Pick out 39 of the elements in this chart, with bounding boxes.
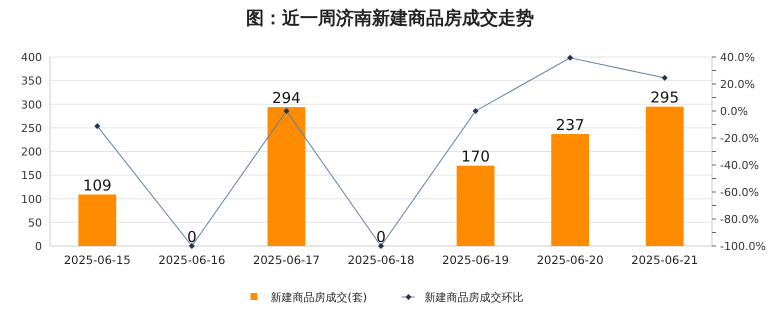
y-tick-label: 50 [28, 216, 42, 230]
x-tick-label: 2025-06-16 [158, 253, 226, 267]
legend-label: 新建商品房成交环比 [424, 291, 524, 304]
data-label: 0 [376, 228, 386, 246]
data-label: 0 [187, 228, 197, 246]
y2-tick-label: 40.0% [720, 51, 755, 64]
y-tick-label: 300 [21, 98, 42, 112]
y-tick-label: 350 [21, 74, 42, 88]
y2-tick-label: 0.0% [720, 105, 748, 118]
bar [78, 194, 116, 246]
y-tick-label: 200 [21, 146, 42, 158]
data-label: 237 [556, 116, 584, 134]
x-tick-label: 2025-06-21 [631, 253, 698, 267]
y2-tick-label: -80.0% [720, 213, 759, 226]
legend-label: 新建商品房成交(套) [270, 291, 368, 304]
x-tick-label: 2025-06-19 [442, 253, 509, 267]
y2-tick-label: -60.0% [720, 186, 759, 199]
y2-tick-label: -20.0% [720, 132, 759, 145]
y-tick-label: 400 [21, 51, 42, 64]
x-tick-label: 2025-06-17 [253, 253, 320, 267]
bar [268, 107, 306, 246]
bar [551, 134, 590, 246]
data-label: 109 [82, 176, 112, 194]
y-tick-label: 0 [35, 240, 42, 253]
x-tick-label: 2025-06-15 [64, 253, 131, 267]
y2-tick-label: -100.0% [720, 240, 766, 253]
y2-tick-label: -40.0% [720, 159, 759, 172]
y-tick-label: 250 [21, 122, 42, 135]
x-tick-label: 2025-06-20 [536, 253, 604, 267]
bar [456, 166, 494, 246]
chart-title: 图：近一周济南新建商品房成交走势 [246, 8, 534, 29]
data-label: 170 [461, 148, 490, 166]
y-tick-label: 100 [21, 192, 42, 206]
x-tick-label: 2025-06-18 [348, 253, 414, 267]
y2-tick-label: 20.0% [720, 78, 755, 91]
bar [646, 106, 684, 246]
y-tick-label: 150 [21, 169, 42, 182]
data-label: 295 [650, 88, 680, 107]
data-label: 294 [272, 89, 301, 108]
